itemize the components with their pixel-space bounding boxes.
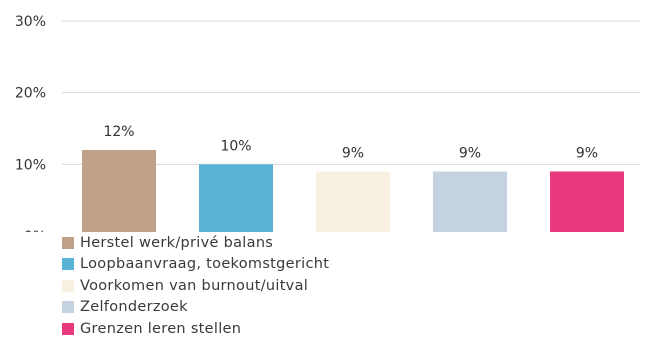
legend-swatch	[62, 236, 74, 249]
bar	[550, 171, 624, 232]
bar	[316, 171, 390, 232]
data-label: 9%	[459, 146, 481, 162]
data-label: 9%	[576, 146, 598, 162]
legend-item: Zelfonderzoek	[62, 297, 329, 319]
legend-label: Herstel werk/privé balans	[80, 234, 274, 251]
y-tick-label: 0%	[24, 229, 46, 232]
legend-swatch	[62, 258, 74, 271]
data-labels: 12% 10% 9% 9% 9%	[103, 124, 598, 162]
y-axis: 0% 10% 20% 30%	[15, 14, 46, 232]
bar	[82, 150, 156, 232]
legend-swatch	[62, 322, 74, 335]
legend-swatch	[62, 301, 74, 314]
legend-label: Grenzen leren stellen	[80, 320, 242, 337]
legend-label: Loopbaanvraag, toekomstgericht	[80, 256, 330, 273]
bar	[199, 164, 273, 232]
legend: Herstel werk/privé balans Loopbaanvraag, …	[62, 232, 329, 340]
legend-label: Voorkomen van burnout/uitval	[80, 277, 309, 294]
legend-item: Grenzen leren stellen	[62, 318, 329, 340]
legend-item: Herstel werk/privé balans	[62, 232, 329, 254]
data-label: 12%	[103, 124, 134, 140]
legend-swatch	[62, 279, 74, 292]
bar	[433, 171, 507, 232]
y-tick-label: 30%	[15, 14, 46, 30]
y-tick-label: 20%	[15, 86, 46, 102]
data-label: 9%	[342, 146, 364, 162]
legend-item: Voorkomen van burnout/uitval	[62, 275, 329, 297]
bars	[82, 150, 624, 232]
bar-chart: 0% 10% 20% 30% 12% 10% 9% 9% 9%	[15, 14, 640, 232]
legend-label: Zelfonderzoek	[80, 299, 188, 316]
y-tick-label: 10%	[15, 157, 46, 173]
legend-item: Loopbaanvraag, toekomstgericht	[62, 254, 329, 276]
gridlines	[62, 20, 640, 165]
data-label: 10%	[220, 138, 251, 154]
